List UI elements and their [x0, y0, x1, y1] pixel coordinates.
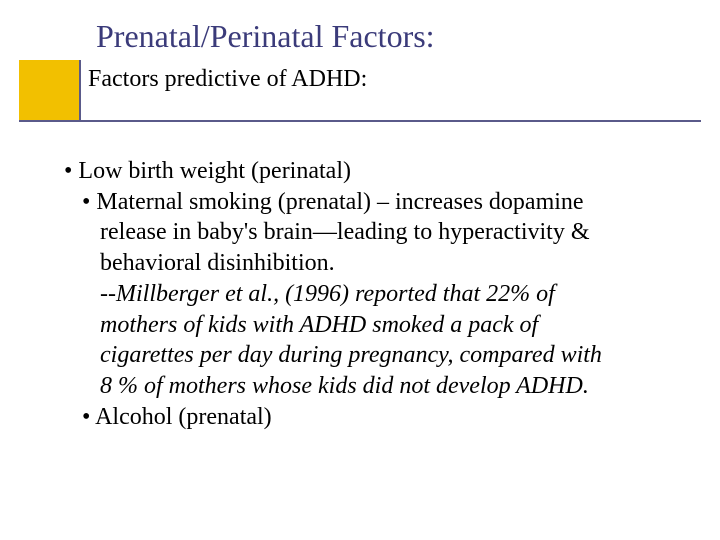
slide-body: • Low birth weight (perinatal) • Materna…: [64, 156, 684, 432]
citation-line4: 8 % of mothers whose kids did not develo…: [64, 371, 684, 402]
slide-title: Prenatal/Perinatal Factors:: [96, 18, 435, 55]
slide: Prenatal/Perinatal Factors: Factors pred…: [0, 0, 720, 540]
accent-horizontal-line: [19, 120, 701, 122]
bullet-maternal-smoking-line2: release in baby's brain—leading to hyper…: [64, 217, 684, 248]
citation-line3: cigarettes per day during pregnancy, com…: [64, 340, 684, 371]
bullet-maternal-smoking-line3: behavioral disinhibition.: [64, 248, 684, 279]
accent-square: [19, 60, 81, 122]
bullet-low-birth-weight: • Low birth weight (perinatal): [64, 156, 684, 187]
accent-vertical-line: [79, 60, 81, 122]
bullet-alcohol: • Alcohol (prenatal): [64, 402, 684, 433]
slide-subtitle: Factors predictive of ADHD:: [88, 66, 367, 93]
citation-line1: --Millberger et al., (1996) reported tha…: [64, 279, 684, 310]
citation-line2: mothers of kids with ADHD smoked a pack …: [64, 310, 684, 341]
bullet-maternal-smoking-line1: • Maternal smoking (prenatal) – increase…: [64, 187, 684, 218]
